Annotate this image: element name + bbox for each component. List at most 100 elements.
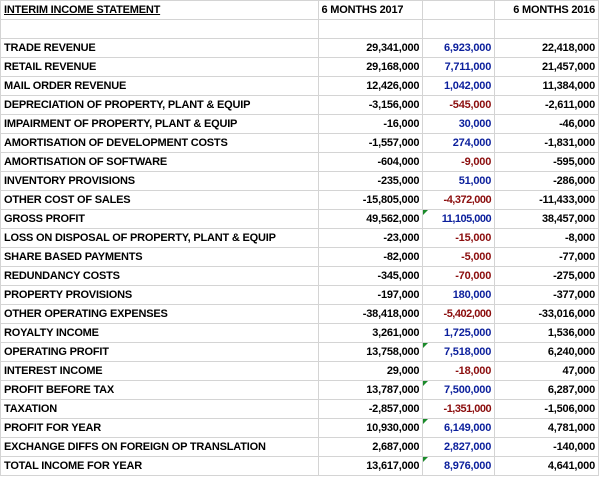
row-label[interactable]: TAXATION bbox=[0, 399, 319, 419]
statement-title[interactable]: INTERIM INCOME STATEMENT bbox=[0, 0, 319, 20]
value-2016-cell[interactable]: -275,000 bbox=[494, 266, 599, 286]
row-label[interactable]: REDUNDANCY COSTS bbox=[0, 266, 319, 286]
change-cell[interactable]: -15,000 bbox=[422, 228, 496, 248]
value-2017-cell[interactable]: 49,562,000 bbox=[317, 209, 424, 229]
row-label[interactable]: ROYALTY INCOME bbox=[0, 323, 319, 343]
row-label[interactable]: RETAIL REVENUE bbox=[0, 57, 319, 77]
row-label[interactable]: DEPRECIATION OF PROPERTY, PLANT & EQUIP bbox=[0, 95, 319, 115]
row-label[interactable]: GROSS PROFIT bbox=[0, 209, 319, 229]
row-label[interactable]: AMORTISATION OF SOFTWARE bbox=[0, 152, 319, 172]
change-cell[interactable]: 6,923,000 bbox=[422, 38, 496, 58]
value-2016-cell[interactable]: 6,240,000 bbox=[494, 342, 599, 362]
value-2017-cell[interactable]: 29,000 bbox=[317, 361, 424, 381]
row-label[interactable]: OTHER OPERATING EXPENSES bbox=[0, 304, 319, 324]
value-2016-cell[interactable]: -1,831,000 bbox=[494, 133, 599, 153]
empty-cell[interactable] bbox=[0, 19, 319, 39]
value-2017-cell[interactable]: -15,805,000 bbox=[317, 190, 424, 210]
value-2017-cell[interactable]: -604,000 bbox=[317, 152, 424, 172]
value-2016-cell[interactable]: 4,641,000 bbox=[494, 456, 599, 476]
value-2017-cell[interactable]: 13,787,000 bbox=[317, 380, 424, 400]
value-2017-cell[interactable]: 13,617,000 bbox=[317, 456, 424, 476]
row-label[interactable]: PROPERTY PROVISIONS bbox=[0, 285, 319, 305]
value-2017-cell[interactable]: 3,261,000 bbox=[317, 323, 424, 343]
empty-cell[interactable] bbox=[422, 0, 496, 20]
change-cell[interactable]: 6,149,000 bbox=[422, 418, 496, 438]
row-label[interactable]: MAIL ORDER REVENUE bbox=[0, 76, 319, 96]
change-cell[interactable]: -545,000 bbox=[422, 95, 496, 115]
row-label[interactable]: SHARE BASED PAYMENTS bbox=[0, 247, 319, 267]
value-2016-cell[interactable]: -8,000 bbox=[494, 228, 599, 248]
column-header-2017[interactable]: 6 MONTHS 2017 bbox=[317, 0, 424, 20]
change-cell[interactable]: 8,976,000 bbox=[422, 456, 496, 476]
row-label[interactable]: TRADE REVENUE bbox=[0, 38, 319, 58]
value-2016-cell[interactable]: -2,611,000 bbox=[494, 95, 599, 115]
value-2016-cell[interactable]: 11,384,000 bbox=[494, 76, 599, 96]
value-2017-cell[interactable]: 2,687,000 bbox=[317, 437, 424, 457]
change-cell[interactable]: 30,000 bbox=[422, 114, 496, 134]
change-cell[interactable]: 1,725,000 bbox=[422, 323, 496, 343]
value-2017-cell[interactable]: -38,418,000 bbox=[317, 304, 424, 324]
row-label[interactable]: AMORTISATION OF DEVELOPMENT COSTS bbox=[0, 133, 319, 153]
value-2016-cell[interactable]: 1,536,000 bbox=[494, 323, 599, 343]
change-cell[interactable]: 7,711,000 bbox=[422, 57, 496, 77]
change-cell[interactable]: 2,827,000 bbox=[422, 437, 496, 457]
change-cell[interactable]: 1,042,000 bbox=[422, 76, 496, 96]
row-label[interactable]: PROFIT BEFORE TAX bbox=[0, 380, 319, 400]
value-2016-cell[interactable]: -286,000 bbox=[494, 171, 599, 191]
value-2017-cell[interactable]: 29,341,000 bbox=[317, 38, 424, 58]
value-2016-cell[interactable]: -377,000 bbox=[494, 285, 599, 305]
value-2016-cell[interactable]: 47,000 bbox=[494, 361, 599, 381]
value-2017-cell[interactable]: -1,557,000 bbox=[317, 133, 424, 153]
row-label[interactable]: PROFIT FOR YEAR bbox=[0, 418, 319, 438]
value-2017-cell[interactable]: 10,930,000 bbox=[317, 418, 424, 438]
change-cell[interactable]: 7,500,000 bbox=[422, 380, 496, 400]
change-cell[interactable]: -4,372,000 bbox=[422, 190, 496, 210]
value-2017-cell[interactable]: 12,426,000 bbox=[317, 76, 424, 96]
value-2016-cell[interactable]: 22,418,000 bbox=[494, 38, 599, 58]
row-label[interactable]: EXCHANGE DIFFS ON FOREIGN OP TRANSLATION bbox=[0, 437, 319, 457]
value-2016-cell[interactable]: -46,000 bbox=[494, 114, 599, 134]
value-2016-cell[interactable]: -11,433,000 bbox=[494, 190, 599, 210]
row-label[interactable]: IMPAIRMENT OF PROPERTY, PLANT & EQUIP bbox=[0, 114, 319, 134]
value-2017-cell[interactable]: -23,000 bbox=[317, 228, 424, 248]
row-label[interactable]: INTEREST INCOME bbox=[0, 361, 319, 381]
change-cell[interactable]: -5,402,000 bbox=[422, 304, 496, 324]
row-label[interactable]: LOSS ON DISPOSAL OF PROPERTY, PLANT & EQ… bbox=[0, 228, 319, 248]
value-2016-cell[interactable]: 21,457,000 bbox=[494, 57, 599, 77]
value-2016-cell[interactable]: -77,000 bbox=[494, 247, 599, 267]
value-2017-cell[interactable]: -3,156,000 bbox=[317, 95, 424, 115]
row-label[interactable]: OPERATING PROFIT bbox=[0, 342, 319, 362]
row-label[interactable]: TOTAL INCOME FOR YEAR bbox=[0, 456, 319, 476]
value-2017-cell[interactable]: -82,000 bbox=[317, 247, 424, 267]
change-cell[interactable]: -70,000 bbox=[422, 266, 496, 286]
change-cell[interactable]: -5,000 bbox=[422, 247, 496, 267]
value-2016-cell[interactable]: -140,000 bbox=[494, 437, 599, 457]
value-2016-cell[interactable]: 38,457,000 bbox=[494, 209, 599, 229]
change-cell[interactable]: 51,000 bbox=[422, 171, 496, 191]
value-2017-cell[interactable]: -16,000 bbox=[317, 114, 424, 134]
value-2017-cell[interactable]: -2,857,000 bbox=[317, 399, 424, 419]
change-cell[interactable]: 274,000 bbox=[422, 133, 496, 153]
change-cell[interactable]: -9,000 bbox=[422, 152, 496, 172]
empty-cell[interactable] bbox=[317, 19, 424, 39]
value-2016-cell[interactable]: 4,781,000 bbox=[494, 418, 599, 438]
value-2017-cell[interactable]: 13,758,000 bbox=[317, 342, 424, 362]
value-2017-cell[interactable]: -345,000 bbox=[317, 266, 424, 286]
value-2016-cell[interactable]: 6,287,000 bbox=[494, 380, 599, 400]
column-header-2016[interactable]: 6 MONTHS 2016 bbox=[494, 0, 599, 20]
empty-cell[interactable] bbox=[422, 19, 496, 39]
change-cell[interactable]: -18,000 bbox=[422, 361, 496, 381]
value-2017-cell[interactable]: -197,000 bbox=[317, 285, 424, 305]
change-cell[interactable]: 11,105,000 bbox=[422, 209, 496, 229]
value-2017-cell[interactable]: 29,168,000 bbox=[317, 57, 424, 77]
value-2016-cell[interactable]: -1,506,000 bbox=[494, 399, 599, 419]
change-cell[interactable]: -1,351,000 bbox=[422, 399, 496, 419]
change-cell[interactable]: 180,000 bbox=[422, 285, 496, 305]
row-label[interactable]: OTHER COST OF SALES bbox=[0, 190, 319, 210]
value-2016-cell[interactable]: -595,000 bbox=[494, 152, 599, 172]
row-label[interactable]: INVENTORY PROVISIONS bbox=[0, 171, 319, 191]
change-cell[interactable]: 7,518,000 bbox=[422, 342, 496, 362]
value-2016-cell[interactable]: -33,016,000 bbox=[494, 304, 599, 324]
empty-cell[interactable] bbox=[494, 19, 599, 39]
value-2017-cell[interactable]: -235,000 bbox=[317, 171, 424, 191]
